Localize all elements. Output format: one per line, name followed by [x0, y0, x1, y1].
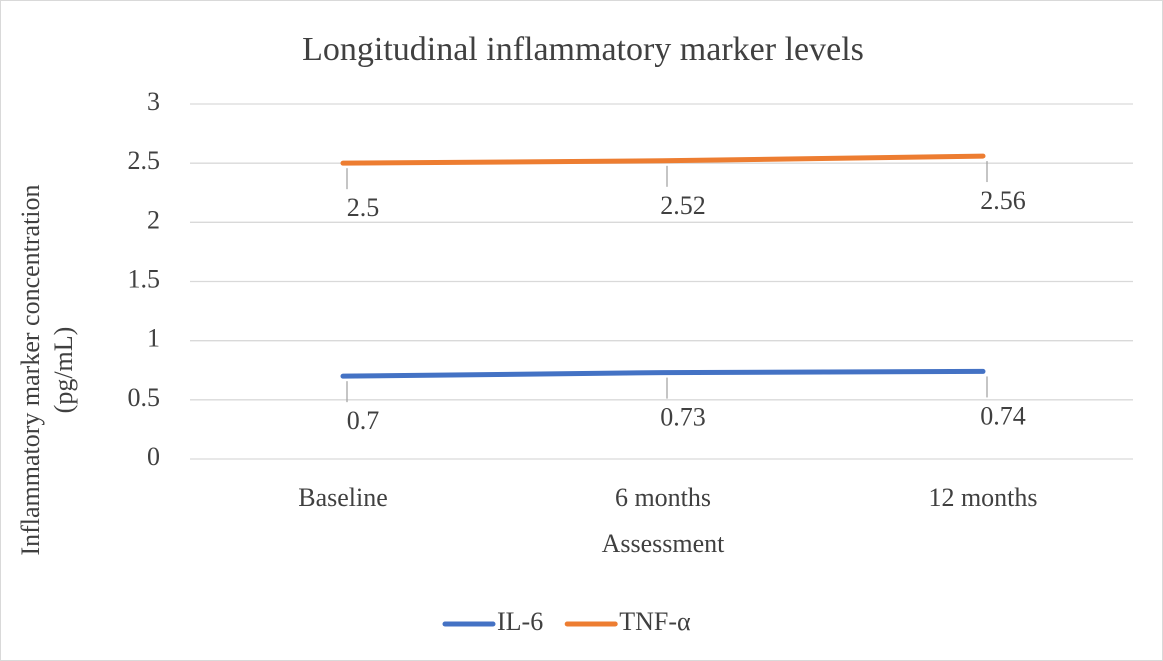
y-tick-label: 2.5: [128, 146, 161, 175]
series-line: [340, 368, 986, 379]
y-tick-label: 1.5: [128, 264, 161, 293]
x-tick-label: 12 months: [928, 483, 1037, 512]
data-label: 0.73: [660, 403, 706, 432]
data-label: 2.5: [347, 193, 380, 222]
data-label: 0.74: [980, 401, 1026, 430]
x-tick-label: Baseline: [298, 483, 388, 512]
x-tick-label: 6 months: [615, 483, 711, 512]
y-tick-label: 1: [147, 324, 160, 353]
y-tick-label: 2: [147, 205, 160, 234]
x-axis-label: Assessment: [602, 529, 726, 558]
chart-title: Longitudinal inflammatory marker levels: [302, 31, 864, 68]
y-tick-label: 0.5: [128, 383, 161, 412]
data-label: 2.56: [980, 186, 1026, 215]
y-axis-label-line: (pg/mL): [49, 327, 78, 414]
y-tick-label: 0: [147, 442, 160, 471]
y-axis-label: Inflammatory marker concentration (pg/mL…: [16, 184, 78, 555]
legend-label: TNF-α: [619, 607, 691, 636]
data-label: 2.52: [660, 191, 706, 220]
legend-label: IL-6: [497, 607, 543, 636]
y-tick-label: 3: [147, 87, 160, 116]
series-line: [340, 153, 986, 166]
y-axis-label-line: Inflammatory marker concentration: [16, 184, 45, 555]
data-label: 0.7: [347, 406, 380, 435]
